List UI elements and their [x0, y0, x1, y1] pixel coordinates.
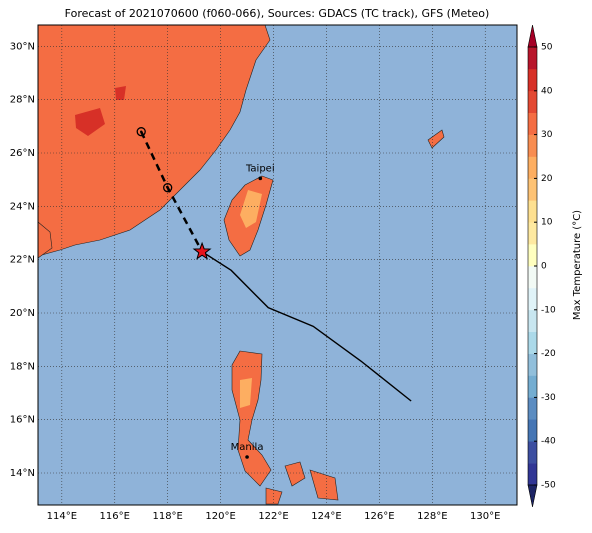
axes-frame — [37, 24, 518, 506]
colorbar-tick-label: -50 — [541, 481, 556, 491]
colorbar-tick-label: 50 — [541, 43, 553, 53]
colorbar-band — [528, 156, 537, 179]
colorbar-extend-top — [527, 24, 538, 48]
colorbar-band — [528, 331, 537, 354]
colorbar-band — [528, 222, 537, 245]
x-tick-label: 116°E — [100, 511, 130, 522]
colorbar-tick-label: -20 — [541, 349, 556, 359]
colorbar-tick-label: 30 — [541, 130, 553, 140]
x-tick-label: 114°E — [47, 511, 77, 522]
y-tick-label: 22°N — [10, 255, 35, 266]
colorbar-extend-bottom — [527, 484, 538, 508]
y-tick-label: 14°N — [10, 468, 35, 479]
colorbar-band — [528, 47, 537, 70]
colorbar-band — [528, 200, 537, 223]
y-tick-label: 30°N — [10, 41, 35, 52]
colorbar-band — [528, 397, 537, 420]
colorbar-tick-label: 40 — [541, 86, 553, 96]
city-dot — [258, 176, 263, 181]
y-tick-label: 24°N — [10, 201, 35, 212]
colorbar-band — [528, 287, 537, 311]
current-position — [192, 241, 212, 260]
x-tick-label: 124°E — [311, 511, 341, 522]
colorbar-band — [528, 178, 537, 201]
city-dot — [245, 455, 249, 459]
x-tick-label: 120°E — [205, 511, 235, 522]
colorbar-tick-label: 10 — [541, 218, 553, 228]
x-tick-label: 118°E — [152, 511, 182, 522]
colorbar-band — [528, 375, 537, 398]
colorbar-band — [528, 134, 537, 157]
forecast-point-dot — [166, 186, 169, 189]
x-tick-label: 130°E — [470, 511, 500, 522]
forecast-point — [163, 183, 173, 193]
past-track — [201, 251, 412, 402]
colorbar-band — [528, 441, 537, 464]
chart-title: Forecast of 2021070600 (f060-066), Sourc… — [65, 7, 490, 20]
city-label: Taipei — [245, 163, 275, 174]
colorbar-band — [528, 419, 537, 442]
colorbar-tick-label: 20 — [541, 174, 553, 184]
y-tick-label: 28°N — [10, 95, 35, 106]
colorbar-tick-label: -40 — [541, 437, 556, 447]
colorbar-band — [528, 309, 537, 332]
y-tick-label: 26°N — [10, 148, 35, 159]
colorbar-tick-label: -30 — [541, 393, 556, 403]
colorbar-band — [528, 353, 537, 376]
colorbar-tick-label: -10 — [541, 305, 556, 315]
y-tick-label: 16°N — [10, 415, 35, 426]
colorbar-band — [528, 90, 537, 113]
forecast-point-dot — [140, 130, 143, 133]
colorbar-band — [528, 68, 537, 92]
colorbar-band — [528, 266, 537, 289]
y-tick-label: 18°N — [10, 361, 35, 372]
city-label: Manila — [231, 442, 264, 453]
colorbar-band — [528, 463, 537, 486]
colorbar-band — [528, 244, 537, 267]
x-tick-label: 126°E — [364, 511, 394, 522]
x-tick-label: 128°E — [417, 511, 447, 522]
colorbar-label: Max Temperature (°C) — [572, 210, 583, 320]
forecast-point — [136, 127, 146, 137]
y-tick-label: 20°N — [10, 308, 35, 319]
colorbar-band — [528, 112, 537, 135]
colorbar-tick-label: 0 — [541, 262, 547, 272]
x-tick-label: 122°E — [258, 511, 288, 522]
land — [37, 24, 445, 505]
